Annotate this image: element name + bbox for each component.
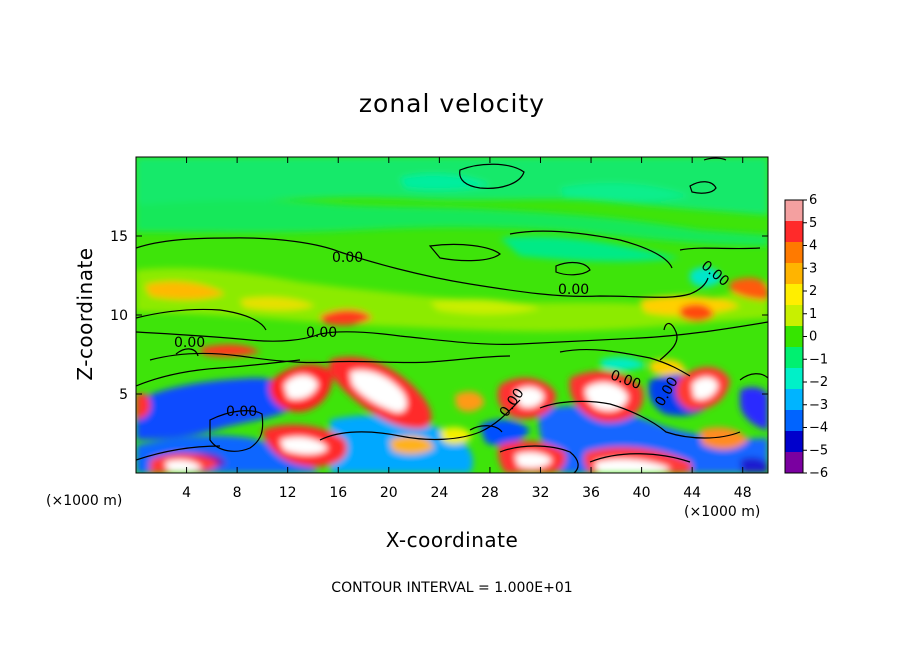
x-tick-label: 24 [430, 485, 448, 501]
colorbar-tick-label: 4 [809, 239, 817, 254]
x-tick-label: 40 [633, 485, 651, 501]
y-axis-ticks: 5 10 15 [110, 229, 768, 403]
colorbar-swatch [785, 410, 803, 432]
colorbar-swatch [785, 242, 803, 264]
x-axis-ticks: 4 8 12 16 20 24 28 32 36 40 44 48 [182, 157, 752, 501]
colorbar-tick-label: 2 [809, 284, 817, 299]
x-tick-label: 12 [279, 485, 297, 501]
x-tick-label: 48 [734, 485, 752, 501]
colorbar: 6 5 4 3 2 1 0 −1 −2 −3 −4 −5 −6 [784, 193, 828, 481]
colorbar-tick-label: 1 [809, 307, 817, 322]
colorbar-swatch [785, 305, 803, 327]
heatmap-field: 0.00 0.00 0.00 0.00 0.00 0.00 0.00 0.00 … [136, 157, 768, 473]
colorbar-tick-label: −2 [809, 375, 828, 390]
colorbar-swatch [785, 200, 803, 222]
x-tick-label: 28 [481, 485, 499, 501]
colorbar-tick-label: −4 [809, 421, 828, 436]
y-tick-label: 15 [110, 229, 128, 245]
x-tick-label: 4 [182, 485, 191, 501]
x-axis-title: X-coordinate [386, 528, 519, 552]
colorbar-tick-label: −1 [809, 352, 828, 367]
y-tick-label: 5 [119, 387, 128, 403]
x-tick-label: 44 [683, 485, 701, 501]
x-tick-label: 16 [329, 485, 347, 501]
contour-labels: 0.00 0.00 0.00 0.00 0.00 0.00 0.00 0.00 … [174, 250, 732, 420]
colorbar-tick-label: 0 [809, 330, 817, 345]
x-tick-label: 32 [532, 485, 550, 501]
colorbar-swatch [785, 368, 803, 390]
colorbar-swatch [785, 431, 803, 453]
contour-label: 0.00 [306, 325, 337, 341]
y-axis-title: Z-coordinate [73, 247, 97, 380]
contour-label: 0.00 [226, 404, 257, 420]
x-unit-label-left: (×1000 m) [46, 493, 122, 509]
colorbar-tick-label: −6 [809, 466, 828, 481]
x-tick-label: 36 [582, 485, 600, 501]
contour-interval-note: CONTOUR INTERVAL = 1.000E+01 [331, 580, 572, 596]
colorbar-swatch [785, 221, 803, 243]
colorbar-swatch [785, 347, 803, 369]
colorbar-tick-label: −3 [809, 398, 828, 413]
colorbar-tick-label: −5 [809, 443, 828, 458]
contour-label: 0.00 [174, 335, 205, 351]
x-tick-label: 8 [233, 485, 242, 501]
plot-area: 0.00 0.00 0.00 0.00 0.00 0.00 0.00 0.00 … [110, 156, 769, 501]
colorbar-swatch [785, 284, 803, 306]
x-tick-label: 20 [380, 485, 398, 501]
colorbar-tick-label: 3 [809, 261, 817, 276]
colorbar-tick-label: 5 [809, 216, 817, 231]
colorbar-tick-label: 6 [809, 193, 817, 208]
x-unit-label-right: (×1000 m) [684, 504, 760, 520]
colorbar-swatch [785, 326, 803, 348]
colorbar-swatch [785, 389, 803, 411]
y-tick-label: 10 [110, 308, 128, 324]
chart-title: zonal velocity [359, 89, 545, 118]
contour-label: 0.00 [558, 282, 589, 298]
colorbar-swatch [785, 452, 803, 474]
zero-contours [136, 157, 768, 473]
colorbar-swatch [785, 263, 803, 285]
contour-label: 0.00 [332, 250, 363, 266]
